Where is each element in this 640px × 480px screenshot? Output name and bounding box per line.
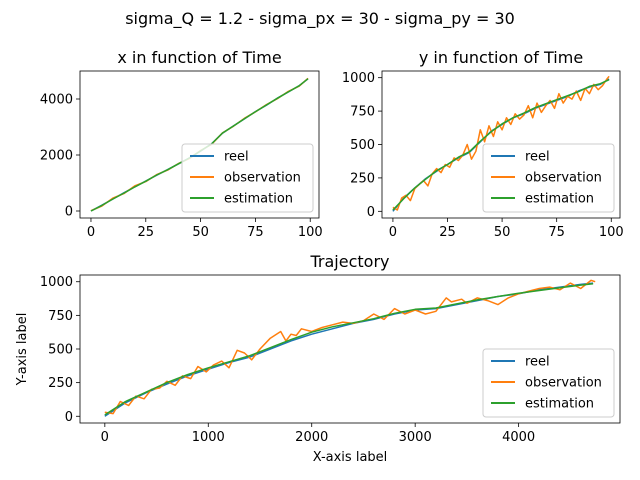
x-tick-label: 75 [247, 225, 264, 240]
x-tick-label: 25 [439, 225, 456, 240]
legend: reel observation estimation [482, 143, 615, 213]
legend-label-reel: reel [525, 150, 550, 165]
legend-label-observation: observation [525, 376, 602, 391]
subplot-title: x in function of Time [117, 48, 281, 67]
x-tick-label: 25 [138, 225, 155, 240]
y-tick-label: 750 [48, 309, 73, 324]
x-tick-label: 3000 [399, 430, 432, 445]
y-tick-label: 1000 [342, 71, 375, 86]
x-tick-label: 50 [494, 225, 511, 240]
series-line-estimation [104, 282, 594, 416]
y-tick-label: 0 [65, 205, 73, 220]
x-tick-label: 100 [298, 225, 323, 240]
x-tick-label: 75 [548, 225, 565, 240]
y-tick-label: 500 [48, 343, 73, 358]
x-tick-label: 2000 [295, 430, 328, 445]
subplot-title: Trajectory [310, 252, 390, 271]
y-tick-label: 0 [65, 410, 73, 425]
legend-box [482, 143, 615, 213]
x-tick-label: 50 [192, 225, 209, 240]
x-tick-label: 100 [599, 225, 624, 240]
legend-label-reel: reel [525, 355, 550, 370]
legend-box [181, 143, 314, 213]
x-tick-label: 0 [389, 225, 397, 240]
axes-frame [79, 70, 320, 219]
series-line-observation [104, 279, 596, 415]
legend-box [482, 348, 615, 418]
y-tick-label: 0 [367, 205, 375, 220]
figure-suptitle: sigma_Q = 1.2 - sigma_px = 30 - sigma_py… [125, 9, 515, 29]
legend-label-observation: observation [224, 171, 301, 186]
x-tick-label: 0 [87, 225, 95, 240]
x-tick-label: 4000 [502, 430, 535, 445]
y-tick-label: 2000 [40, 149, 73, 164]
x-axis-label: X-axis label [313, 450, 388, 465]
legend-label-estimation: estimation [525, 397, 594, 412]
y-tick-label: 1000 [40, 275, 73, 290]
y-tick-label: 250 [350, 171, 375, 186]
y-tick-label: 750 [350, 105, 375, 120]
series-line-estimation [392, 79, 610, 211]
subplot-title: y in function of Time [419, 48, 583, 67]
x-tick-label: 1000 [192, 430, 225, 445]
subplot-x-vs-time: x in function of Time 0 25 50 75 100 0 2000 4000… [40, 48, 323, 240]
x-tick-label: 0 [101, 430, 109, 445]
y-axis-label: Y-axis label [15, 313, 30, 387]
legend-label-estimation: estimation [224, 192, 293, 207]
y-tick-label: 4000 [40, 93, 73, 108]
legend-label-observation: observation [525, 171, 602, 186]
y-tick-label: 250 [48, 376, 73, 391]
legend: reel observation estimation [482, 348, 615, 418]
y-tick-label: 500 [350, 138, 375, 153]
legend: reel observation estimation [181, 143, 314, 213]
legend-label-reel: reel [224, 150, 249, 165]
legend-label-estimation: estimation [525, 192, 594, 207]
subplot-trajectory: Trajectory 0 1000 2000 3000 4000 0 250 500 750 100… [15, 252, 621, 465]
